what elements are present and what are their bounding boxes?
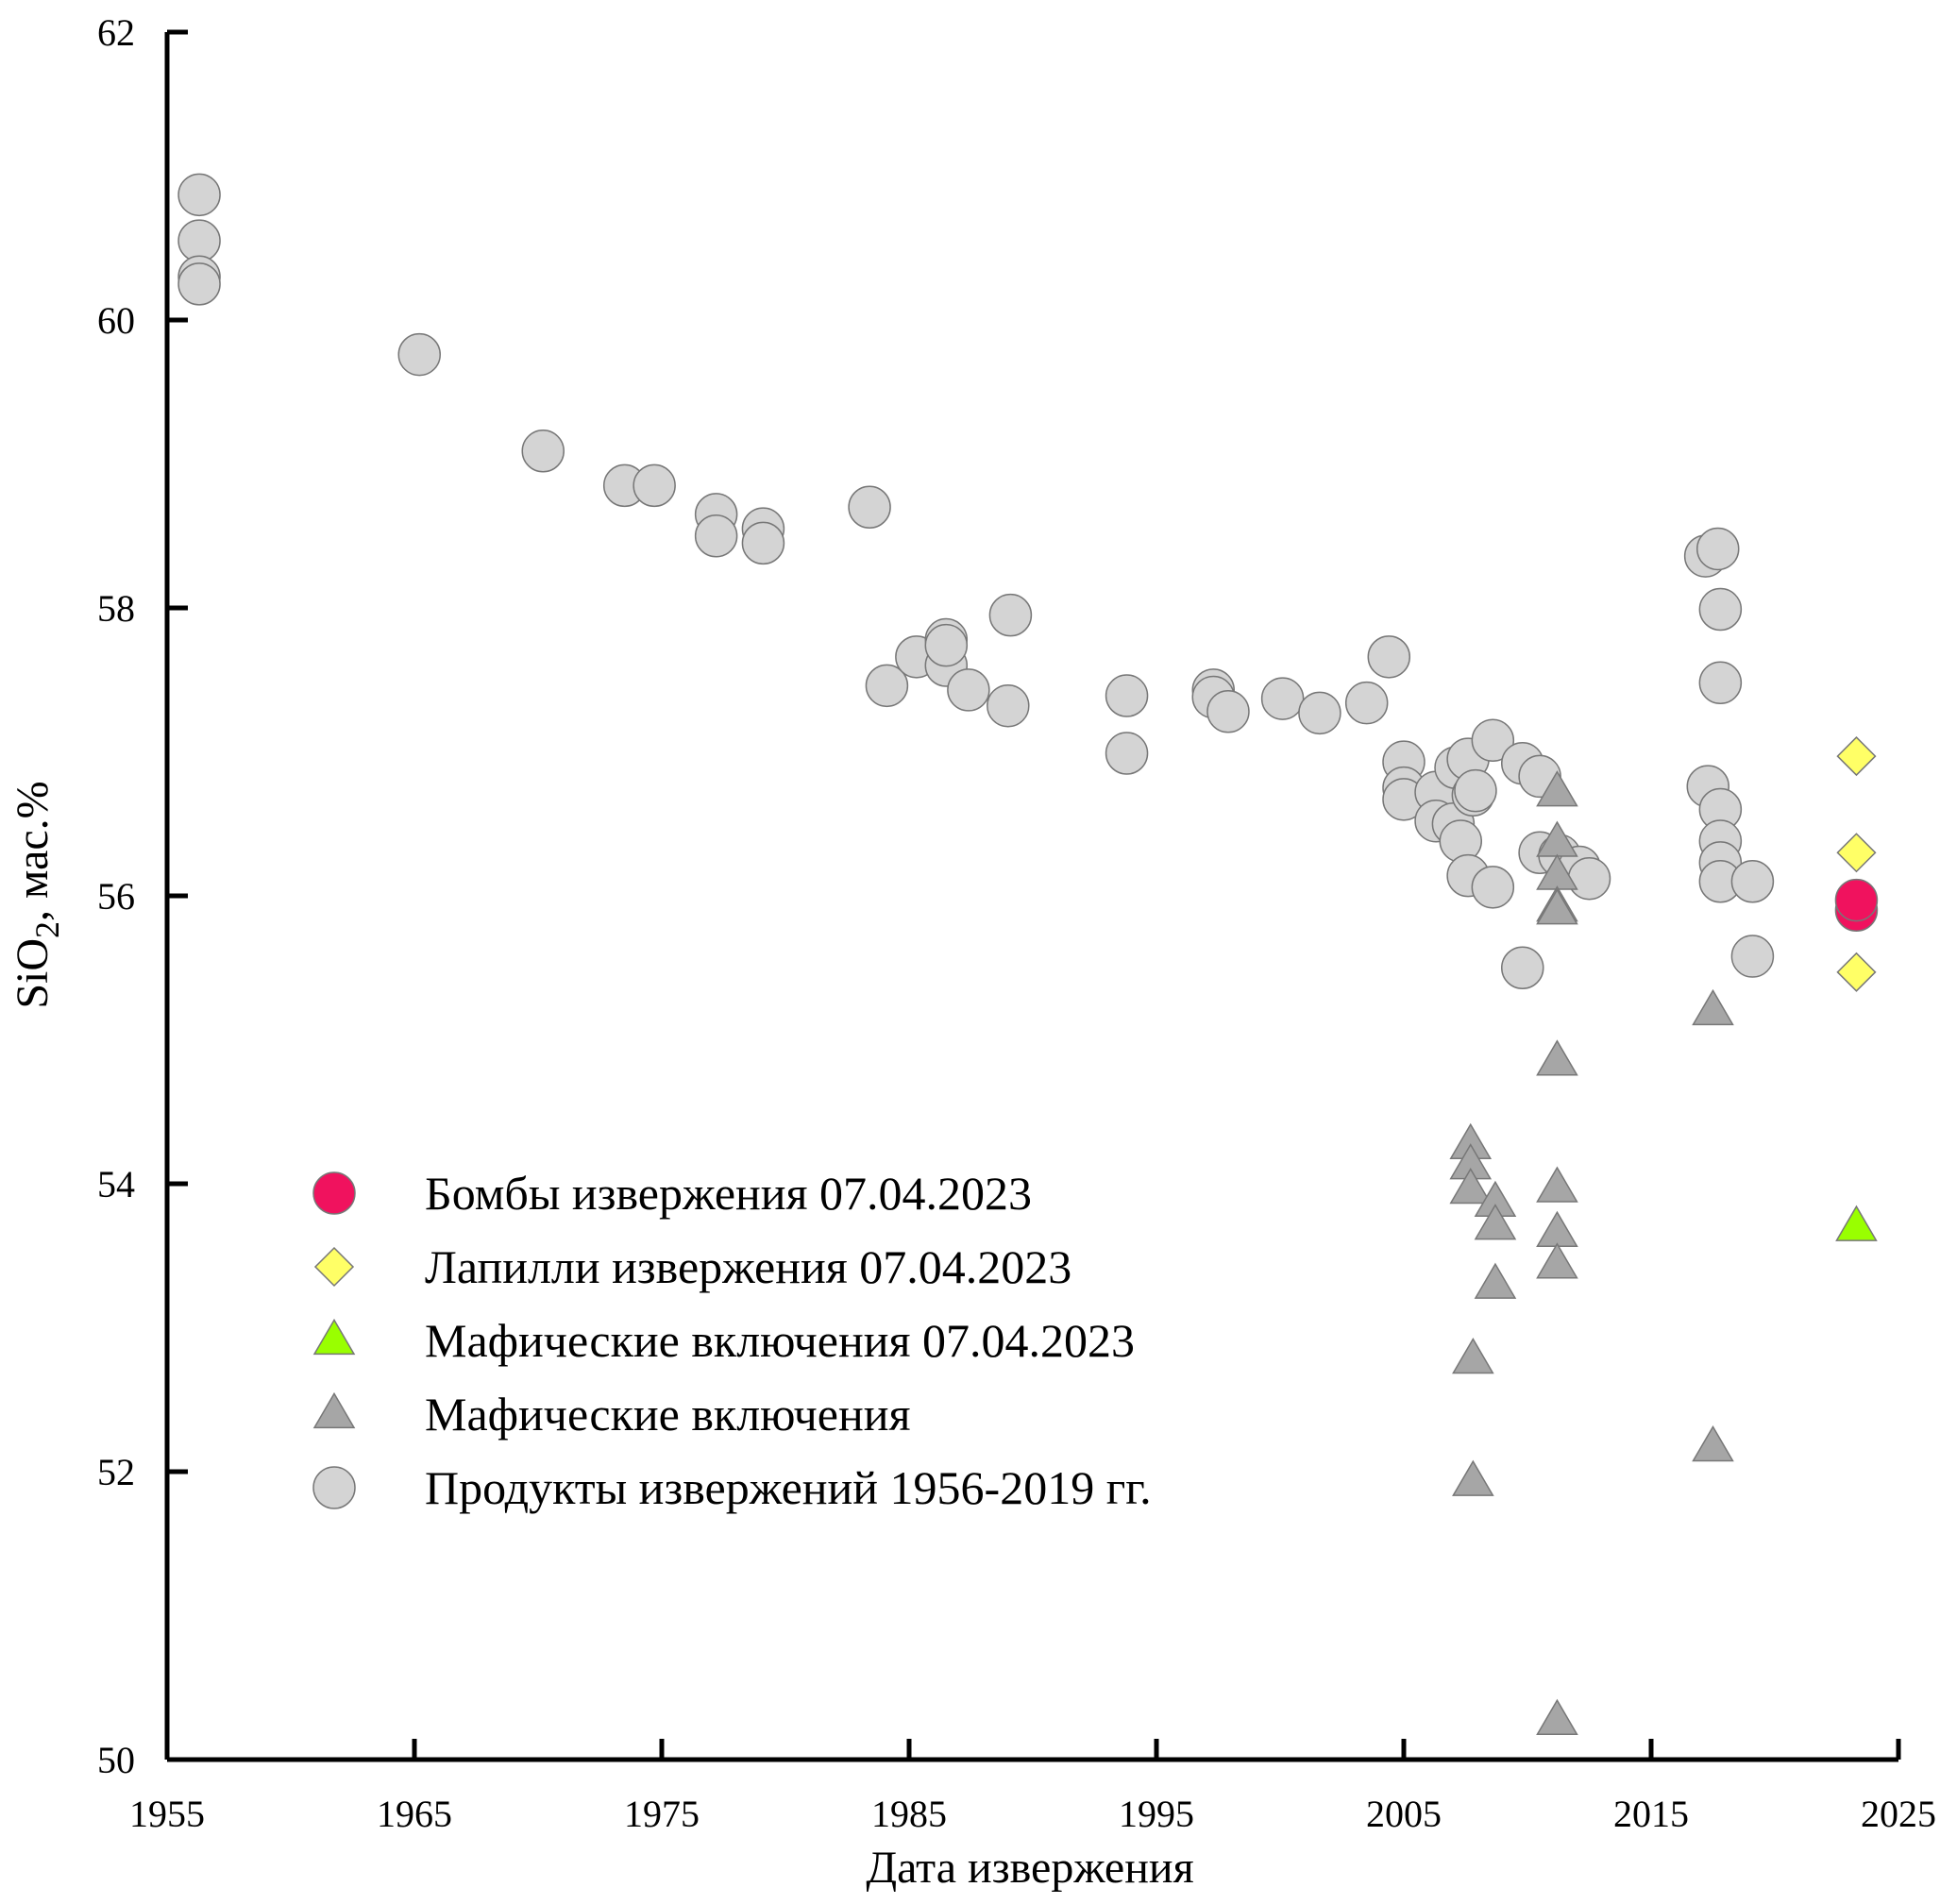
series-3 — [1835, 1205, 1878, 1241]
diamond-point — [1836, 736, 1877, 777]
circle-point — [177, 173, 221, 217]
triangle-point — [1474, 1204, 1517, 1240]
triangle-point — [1692, 1424, 1734, 1462]
series-2 — [1836, 736, 1877, 992]
x-tick-label: 1955 — [129, 1793, 205, 1835]
series-1 — [1834, 878, 1879, 932]
circle-point — [1105, 732, 1149, 775]
circle-point — [1730, 860, 1775, 903]
y-tick-label: 60 — [97, 299, 135, 342]
legend-marker — [312, 1318, 356, 1356]
circle-point — [1567, 856, 1611, 901]
x-tick-label: 1985 — [871, 1793, 947, 1835]
legend-label: Мафические включения — [425, 1388, 910, 1441]
circle-point — [521, 430, 565, 473]
legend-marker — [312, 1466, 356, 1509]
x-tick-label: 1995 — [1119, 1793, 1194, 1835]
triangle-point — [1452, 1337, 1494, 1374]
circle-point — [1206, 690, 1250, 733]
legend-label: Продукты извержений 1956-2019 гг. — [425, 1461, 1152, 1514]
y-tick-label: 62 — [97, 11, 135, 54]
y-axis-title: SiO2, мас.% — [8, 781, 66, 1008]
triangle-point — [1692, 988, 1734, 1026]
triangle-point — [1536, 770, 1578, 807]
circle-point — [694, 514, 738, 558]
triangle-point — [1536, 1210, 1578, 1247]
legend-label: Лапилли извержения 07.04.2023 — [425, 1240, 1071, 1293]
y-tick-label: 50 — [97, 1739, 135, 1781]
circle-point — [924, 623, 969, 667]
x-tick-label: 1975 — [624, 1793, 700, 1835]
circle-point — [1695, 527, 1740, 571]
legend-marker — [312, 1171, 356, 1215]
circle-point — [865, 664, 909, 708]
x-axis-title: Дата извержения — [866, 1843, 1193, 1893]
circle-point — [1698, 661, 1743, 705]
circle-point — [633, 463, 676, 508]
circle-point — [1471, 718, 1515, 763]
diamond-point — [1836, 833, 1877, 873]
series-4 — [1449, 770, 1734, 1735]
triangle-point — [1536, 1698, 1578, 1735]
triangle-point — [1536, 1242, 1578, 1279]
circle-point — [1105, 674, 1149, 717]
y-tick-label: 56 — [97, 875, 135, 918]
circle-point — [987, 683, 1030, 728]
circle-point — [1454, 768, 1497, 813]
triangle-point — [1536, 888, 1578, 925]
circle-point — [1834, 878, 1879, 922]
legend-marker — [312, 1391, 356, 1429]
circle-point — [988, 593, 1033, 637]
series-5 — [177, 173, 1775, 989]
y-axis-title-rest: , мас.% — [8, 781, 58, 921]
y-axis-title-sub: 2 — [28, 921, 66, 938]
circle-point — [1344, 681, 1389, 725]
y-tick-label: 52 — [97, 1451, 135, 1493]
triangle-point — [1452, 1459, 1494, 1496]
circle-point — [1730, 935, 1775, 978]
legend: Бомбы извержения 07.04.2023 Лапилли извер… — [312, 1167, 1152, 1514]
diamond-point — [1836, 952, 1877, 992]
circle-point — [1298, 691, 1341, 735]
axis-ticks: 1955 1965 1975 1985 1995 2005 2015 2025 50 52 54 56… — [97, 11, 1936, 1835]
x-tick-label: 1965 — [377, 1793, 452, 1835]
data-points — [177, 173, 1879, 1735]
y-axis-title-main: SiO — [8, 938, 58, 1009]
triangle-point — [1536, 1039, 1578, 1076]
circle-point — [1471, 866, 1515, 909]
x-tick-label: 2005 — [1366, 1793, 1442, 1835]
x-tick-label: 2015 — [1613, 1793, 1689, 1835]
circle-point — [177, 262, 221, 306]
circle-point — [1698, 587, 1743, 632]
legend-label: Бомбы извержения 07.04.2023 — [425, 1167, 1032, 1220]
circle-point — [947, 668, 990, 712]
triangle-point — [1474, 1262, 1517, 1299]
legend-label: Мафические включения 07.04.2023 — [425, 1314, 1135, 1367]
circle-point — [1367, 635, 1411, 679]
circle-point — [741, 521, 785, 565]
circle-point — [1501, 946, 1544, 989]
circle-point — [848, 485, 891, 529]
x-tick-label: 2025 — [1861, 1793, 1936, 1835]
y-tick-label: 54 — [97, 1163, 135, 1205]
circle-point — [397, 332, 441, 377]
y-tick-label: 58 — [97, 587, 135, 630]
triangle-point — [1449, 1168, 1493, 1205]
circle-point — [1260, 677, 1305, 720]
triangle-point — [1835, 1205, 1878, 1241]
legend-marker — [313, 1246, 355, 1288]
triangle-point — [1536, 1166, 1578, 1203]
